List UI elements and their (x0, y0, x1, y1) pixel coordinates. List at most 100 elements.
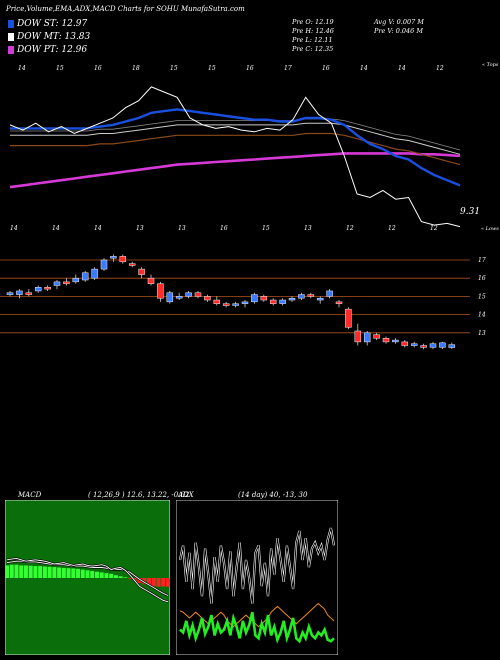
legend-label-st: DOW ST: 12.97 (17, 19, 88, 29)
candle-body (194, 292, 202, 297)
macd-histogram-bar (52, 567, 57, 578)
top-tick-label: 12 (436, 65, 444, 72)
top-tick-label: 16 (246, 65, 254, 72)
adx-line (179, 602, 335, 628)
macd-histogram-bar (71, 568, 76, 578)
ema-brown-line (10, 132, 461, 166)
adx-chart (176, 500, 338, 655)
candle-body (279, 299, 286, 304)
bottom-tick-label: 13 (136, 225, 144, 232)
ema-short-line (10, 108, 461, 187)
top-tick-label: 16 (322, 65, 330, 72)
macd-histogram-bar (42, 566, 47, 578)
candle-body (307, 294, 315, 297)
macd-histogram-bar (9, 564, 14, 578)
stat-pre-open: Pre O: 12.19 (292, 18, 334, 26)
price-tick-label: 15 (478, 293, 486, 300)
candle-body (392, 339, 399, 343)
macd-panel (5, 500, 170, 655)
macd-histogram-bar (5, 565, 9, 578)
top-tick-label: 14 (18, 65, 26, 72)
macd-histogram-bar (118, 576, 123, 578)
candle-body (269, 299, 277, 304)
adx-panel (176, 500, 338, 655)
price-line (9, 86, 461, 228)
price-tick-label: 16 (478, 275, 486, 282)
bottom-tick-label: 14 (52, 225, 60, 232)
candle-body (91, 268, 98, 279)
macd-histogram-bar (113, 575, 118, 578)
price-tick-label: 13 (478, 330, 486, 337)
candle-body (241, 301, 249, 304)
candle-body (326, 290, 333, 297)
ema-mid2-line (10, 118, 461, 151)
candle-body (260, 296, 268, 301)
candle-body (128, 263, 136, 266)
candle-body (147, 277, 155, 284)
legend-swatch-pt (8, 46, 14, 54)
macd-histogram-bar (156, 578, 161, 587)
macd-histogram-bar (161, 578, 166, 587)
macd-histogram-bar (47, 566, 52, 578)
macd-title: MACD (18, 491, 42, 499)
top-tick-label: 17 (284, 65, 292, 72)
adx-minus-di-line (179, 611, 335, 644)
macd-histogram-bar (61, 567, 66, 578)
candle-body (222, 303, 230, 306)
ema-mid-line (10, 122, 461, 155)
candle-body (251, 294, 258, 303)
bottom-tick-label: 12 (388, 225, 396, 232)
adx-plus-di-inner (179, 527, 335, 604)
candle-body (6, 292, 14, 295)
top-tick-label: 14 (398, 65, 406, 72)
candle-body (410, 343, 418, 346)
candle-body (288, 297, 296, 301)
candle-body (166, 292, 174, 303)
macd-histogram-bar (104, 573, 109, 578)
candle-body (53, 281, 61, 286)
macd-line (6, 557, 169, 603)
candle-body (401, 341, 409, 346)
stat-pre-high: Pre H: 12.46 (292, 27, 334, 35)
last-low-label: 9.31 (460, 207, 480, 217)
legend-label-pt: DOW PT: 12.96 (17, 45, 88, 55)
macd-histogram-bar (109, 573, 114, 578)
ema-long-line (9, 152, 461, 189)
candle-body (34, 287, 42, 292)
macd-histogram-bar (85, 570, 90, 578)
candle-body (439, 342, 446, 348)
legend-item-st: DOW ST: 12.97 (8, 18, 90, 30)
candle-body (185, 292, 192, 297)
macd-chart (5, 500, 170, 655)
price-tick-label: 17 (478, 257, 486, 264)
macd-signal-line (6, 560, 169, 596)
candle-body (204, 296, 211, 301)
adx-params: (14 day) 40, -13, 30 (238, 491, 308, 499)
candle-body (298, 294, 305, 299)
dow-legend: DOW ST: 12.97 DOW MT: 13.83 DOW PT: 12.9… (8, 18, 90, 56)
bottom-tick-label: 13 (304, 225, 312, 232)
candle-body (448, 344, 456, 348)
candle-body (72, 277, 80, 283)
macd-histogram-bar (128, 578, 133, 579)
macd-params: ( 12,26,9 ) 12.6, 13.22, -0.62 (88, 491, 190, 499)
lows-label: « Lows (481, 226, 499, 232)
macd-histogram-bar (23, 565, 28, 578)
legend-swatch-st (8, 20, 14, 28)
macd-histogram-bar (147, 578, 152, 586)
stat-avg-volume: Avg V: 0.007 M (374, 18, 424, 26)
bottom-tick-label: 14 (10, 225, 18, 232)
candle-body (373, 334, 380, 339)
candle-body (119, 256, 127, 263)
macd-histogram-bar (123, 577, 128, 578)
candle-body (316, 297, 324, 301)
ema-panel: 14 15 16 18 15 15 16 17 16 14 14 12 14 14 14 13 13 16 15 13… (9, 62, 499, 232)
macd-histogram-bar (94, 571, 99, 578)
bottom-tick-label: 16 (220, 225, 228, 232)
bottom-tick-label: 12 (430, 225, 438, 232)
macd-histogram-bar (66, 568, 71, 578)
bottom-tick-label: 12 (346, 225, 354, 232)
candle-body (100, 259, 108, 270)
macd-histogram-bar (166, 578, 170, 587)
page-title: Price,Volume,EMA,ADX,MACD Charts for SOH… (6, 5, 245, 13)
